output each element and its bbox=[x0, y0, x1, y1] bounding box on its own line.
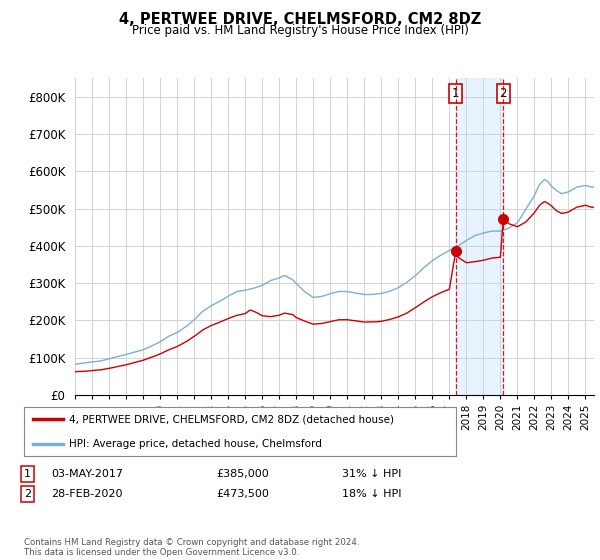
Text: 2: 2 bbox=[24, 489, 31, 499]
Text: Price paid vs. HM Land Registry's House Price Index (HPI): Price paid vs. HM Land Registry's House … bbox=[131, 24, 469, 36]
Bar bbox=[455, 78, 503, 395]
Text: 03-MAY-2017: 03-MAY-2017 bbox=[51, 469, 123, 479]
Text: 18% ↓ HPI: 18% ↓ HPI bbox=[342, 489, 401, 499]
Text: 4, PERTWEE DRIVE, CHELMSFORD, CM2 8DZ (detached house): 4, PERTWEE DRIVE, CHELMSFORD, CM2 8DZ (d… bbox=[70, 414, 394, 424]
Text: 2: 2 bbox=[500, 87, 507, 100]
Text: 4, PERTWEE DRIVE, CHELMSFORD, CM2 8DZ: 4, PERTWEE DRIVE, CHELMSFORD, CM2 8DZ bbox=[119, 12, 481, 27]
Text: Contains HM Land Registry data © Crown copyright and database right 2024.
This d: Contains HM Land Registry data © Crown c… bbox=[24, 538, 359, 557]
Text: £473,500: £473,500 bbox=[216, 489, 269, 499]
Text: 1: 1 bbox=[24, 469, 31, 479]
Text: 31% ↓ HPI: 31% ↓ HPI bbox=[342, 469, 401, 479]
Text: 1: 1 bbox=[452, 87, 460, 100]
Text: £385,000: £385,000 bbox=[216, 469, 269, 479]
Text: HPI: Average price, detached house, Chelmsford: HPI: Average price, detached house, Chel… bbox=[70, 439, 322, 449]
Text: 28-FEB-2020: 28-FEB-2020 bbox=[51, 489, 122, 499]
